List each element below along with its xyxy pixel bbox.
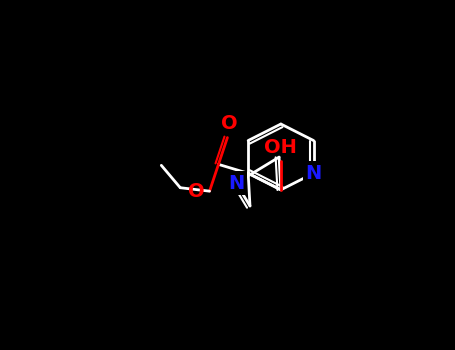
Text: N: N xyxy=(305,164,322,183)
Text: N: N xyxy=(228,174,244,192)
Text: O: O xyxy=(188,182,204,201)
Text: OH: OH xyxy=(264,138,297,157)
Text: O: O xyxy=(221,114,238,133)
